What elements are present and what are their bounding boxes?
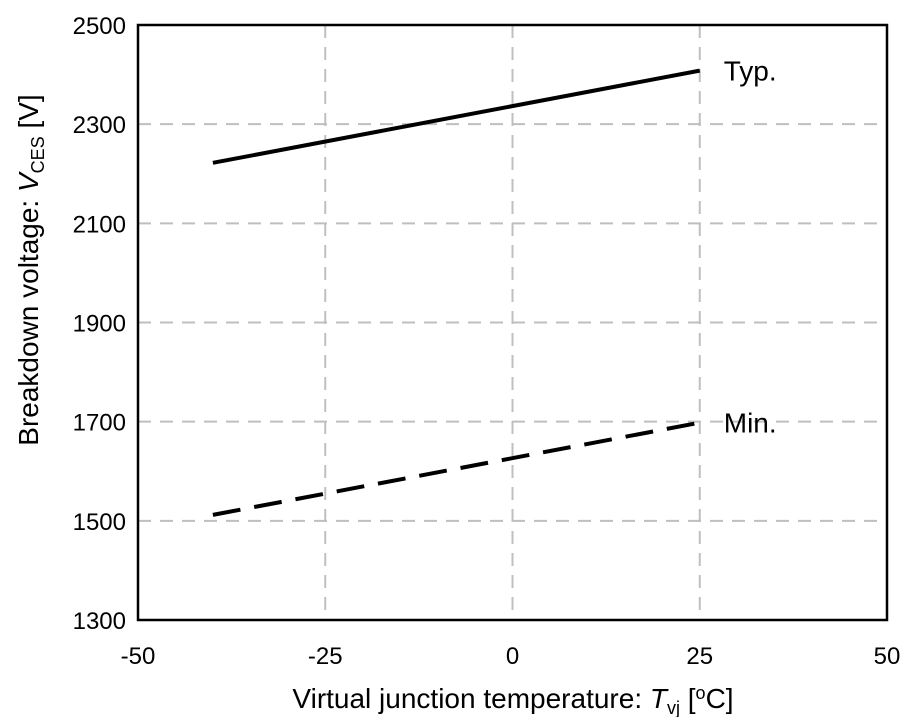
y-axis-title-prefix: Breakdown voltage: [13, 192, 44, 446]
x-axis-title-prefix: Virtual junction temperature: [292, 683, 649, 714]
series-label: Typ. [724, 56, 777, 87]
y-tick-label: 2300 [73, 112, 126, 139]
series-lines [212, 68, 701, 517]
x-axis-title-unit-open: [ [680, 683, 696, 714]
x-tick-label: 0 [506, 643, 519, 670]
y-tick-label: 1300 [73, 608, 126, 635]
plot-frame [136, 23, 889, 622]
y-axis-title-symbol: V [13, 171, 44, 192]
series-labels: Typ. Min. [724, 56, 777, 439]
x-axis-title-symbol: T [650, 683, 669, 714]
y-tick-label: 1900 [73, 311, 126, 338]
y-axis-title-subscript: CES [28, 136, 48, 173]
grid-lines [138, 25, 887, 620]
x-tick-label: -25 [308, 643, 343, 670]
y-axis-title: Breakdown voltage: VCES [V] [13, 94, 48, 445]
y-tick-label: 2100 [73, 211, 126, 238]
y-tick-label: 1500 [73, 509, 126, 536]
x-tick-label: 50 [874, 643, 901, 670]
x-tick-label: -50 [121, 643, 156, 670]
x-axis-title-subscript: vj [667, 698, 680, 717]
x-tick-label: 25 [686, 643, 713, 670]
series-line-typ [212, 68, 701, 165]
series-label: Min. [724, 408, 777, 439]
y-tick-labels: 1300 1500 1700 1900 2100 2300 2500 [73, 13, 126, 635]
x-axis-title-unit-sup: o [696, 683, 706, 703]
y-tick-label: 1700 [73, 410, 126, 437]
x-tick-labels: -50 -25 0 25 50 [121, 643, 901, 670]
y-tick-label: 2500 [73, 13, 126, 40]
x-axis-title: Virtual junction temperature: Tvj [oC] [292, 683, 733, 717]
y-axis-title-unit: [V] [13, 94, 44, 136]
x-axis-title-unit-close: C] [706, 683, 734, 714]
